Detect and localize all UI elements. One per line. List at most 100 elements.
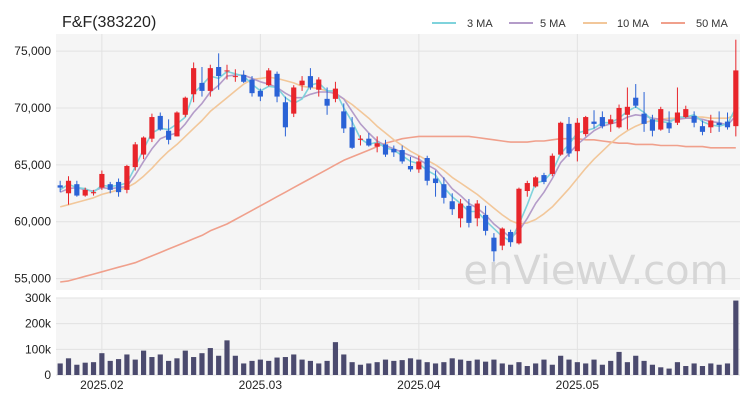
candle-up [132,144,138,168]
volume-bar [658,367,664,375]
volume-bar [683,366,689,375]
volume-bar [166,360,172,375]
volume-bar [57,363,63,375]
volume-bar [616,351,622,375]
volume-bar [191,357,197,375]
volume-tick-label: 0 [44,368,51,382]
volume-bar [140,350,147,375]
price-tick-label: 65,000 [14,158,51,172]
candle-down [157,115,163,130]
candle-down [491,237,497,252]
x-tick-label: 2025.05 [556,378,600,392]
volume-tick-label: 200k [25,317,52,331]
ma50-line [60,135,736,283]
volume-bar [374,362,380,375]
candle-down [691,115,697,123]
volume-bar [399,360,405,375]
volume-bar [316,363,322,375]
volume-bar [174,358,180,375]
candle-down [591,121,597,124]
volume-bar [457,359,464,375]
volume-bar [583,363,589,375]
candle-down [166,130,172,140]
candle-up [583,117,589,135]
volume-bar [82,362,88,375]
candle-down [257,90,263,97]
candle-down [199,82,205,91]
price-tick-label: 75,000 [14,44,51,58]
candle-up [299,80,305,86]
candle-up [533,177,539,187]
candle-down [282,102,288,128]
candle-up [499,228,505,246]
volume-bar [224,340,230,375]
volume-bar [691,363,697,375]
candle-down [432,178,439,184]
candle-up [549,155,555,174]
volume-bar [407,358,414,375]
volume-bar [674,362,681,375]
volume-bar [608,360,614,375]
candle-down [466,205,472,223]
candles-layer [57,39,739,262]
candle-down [249,79,255,94]
candle-down [666,122,672,129]
candle-up [232,76,238,78]
volume-tick-label: 300k [25,291,52,305]
volume-bar [699,366,706,375]
volume-bar [382,359,389,375]
volume-bar [716,364,722,375]
volume-bar [132,359,138,375]
x-axis-ticks: 2025.02 2025.03 2025.04 2025.05 [80,378,599,392]
volume-bar [416,359,422,375]
candle-down [341,111,347,129]
candle-down [482,214,489,231]
volume-bar [549,364,555,375]
volume-bar [282,357,288,375]
volume-bar [299,359,305,375]
volume-bar [307,360,314,375]
candle-up [332,88,339,99]
candle-up [82,189,88,196]
candle-down [641,113,647,124]
volume-bar [99,353,105,375]
volume-bar [424,362,430,375]
volume-bar [599,364,605,375]
volume-bar [708,363,714,375]
candle-up [291,87,297,114]
candle-up [224,70,230,72]
legend: 3 MA 5 MA 10 MA 50 MA [432,18,728,30]
candle-up [474,203,480,219]
candle-down [274,73,280,97]
volume-bar [332,342,339,375]
x-tick-label: 2025.03 [239,378,283,392]
chart-title: F&F(383220) [62,14,156,31]
ma50-layer [60,135,736,283]
candle-up [357,138,364,140]
volume-bar [524,366,530,375]
moving-average-layer [59,70,737,242]
volume-bar [466,360,472,375]
candle-down [599,117,605,127]
candle-up [99,173,105,188]
candle-up [316,79,322,90]
candle-down [107,184,113,190]
candle-up [416,161,422,170]
candle-down [382,144,389,155]
candle-up [708,120,714,128]
candle-up [558,122,564,155]
candle-up [266,70,272,86]
x-tick-label: 2025.04 [397,378,441,392]
candle-up [182,97,188,115]
volume-bars-layer [57,300,739,375]
candle-up [207,68,213,91]
volume-bar [624,362,630,375]
volume-bar [107,360,113,375]
volume-bar [541,359,547,375]
volume-bar [366,363,372,375]
candle-down [449,201,455,210]
ma3-line [59,70,737,242]
volume-bar [257,359,263,375]
volume-bar [533,363,539,375]
candle-up [683,109,689,118]
